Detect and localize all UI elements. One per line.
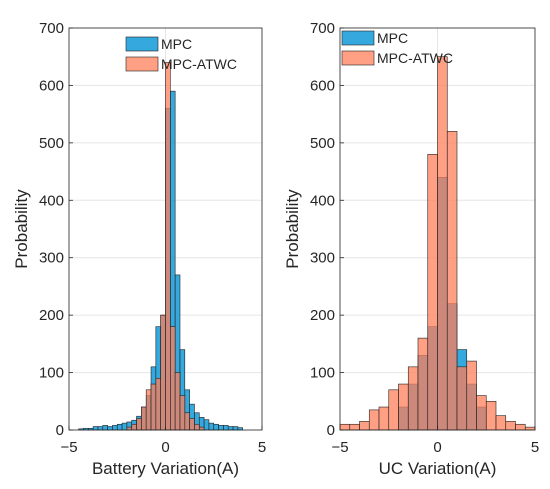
y-tick-label: 200 — [310, 307, 335, 324]
y-tick-label: 100 — [39, 365, 64, 382]
x-tick-label: −5 — [60, 439, 77, 456]
histogram-bar — [476, 395, 487, 431]
histogram-bar — [485, 400, 497, 431]
histogram-bar — [208, 422, 215, 431]
y-tick-label: 600 — [310, 77, 335, 94]
histogram-bar — [121, 422, 128, 431]
x-tick-label: 0 — [161, 439, 169, 456]
histogram-bar — [112, 425, 118, 431]
histogram-bar — [359, 421, 370, 431]
legend: MPC MPC-ATWC — [125, 36, 237, 72]
y-tick-label: 200 — [39, 307, 64, 324]
y-axis-label: Probability — [283, 189, 302, 269]
histogram-bar — [495, 415, 507, 431]
histogram-bar — [102, 425, 108, 431]
histogram-bar — [170, 326, 176, 431]
legend-swatch — [341, 50, 375, 66]
histogram-bar — [218, 425, 224, 431]
histogram-bar — [194, 423, 200, 431]
y-tick-label: 100 — [310, 365, 335, 382]
histogram-bar — [213, 423, 219, 431]
histogram-bar — [437, 56, 448, 431]
histogram-bar — [398, 383, 409, 431]
y-tick-label: 0 — [56, 422, 64, 439]
histogram-bar — [150, 383, 157, 431]
histogram-bar — [388, 389, 399, 431]
histogram-bar — [160, 314, 166, 431]
legend-swatch — [125, 56, 159, 72]
histogram-bar — [223, 425, 229, 431]
x-tick-label: −5 — [331, 439, 348, 456]
histogram-bar — [141, 406, 147, 431]
legend: MPC MPC-ATWC — [341, 30, 453, 66]
y-tick-label: 400 — [39, 192, 64, 209]
y-tick-label: 700 — [310, 20, 335, 37]
legend-swatch — [125, 36, 159, 52]
x-tick-label: 0 — [433, 439, 441, 456]
histogram-bar — [174, 372, 181, 431]
legend-label: MPC-ATWC — [161, 56, 237, 72]
histogram-bar — [131, 423, 137, 431]
y-tick-label: 600 — [39, 77, 64, 94]
y-tick-label: 700 — [39, 20, 64, 37]
histogram-bar — [203, 419, 210, 431]
y-tick-label: 500 — [310, 135, 335, 152]
x-axis-label: UC Variation(A) — [379, 459, 497, 478]
legend-swatch — [341, 30, 375, 46]
histogram-bar — [407, 366, 419, 431]
histogram-bar — [349, 423, 360, 431]
histogram-bar — [505, 421, 516, 431]
histogram-bar — [189, 418, 195, 431]
histogram-bar — [466, 360, 477, 431]
histogram-bar — [339, 423, 351, 431]
histogram-bar — [227, 426, 234, 431]
x-axis-label: Battery Variation(A) — [92, 459, 239, 478]
histogram-bar — [136, 418, 142, 431]
histogram-bar — [184, 412, 190, 431]
histogram-bar — [524, 426, 536, 431]
histogram-bar — [368, 409, 380, 431]
x-tick-label: 5 — [258, 439, 266, 456]
y-axis-label: Probability — [12, 189, 31, 269]
legend-label: MPC — [161, 36, 192, 52]
histogram-bar — [232, 426, 239, 431]
histogram-bar — [446, 131, 458, 431]
y-tick-label: 500 — [39, 135, 64, 152]
histogram-bar — [427, 154, 438, 431]
histogram-bar — [107, 426, 113, 431]
histogram-bar — [165, 62, 171, 431]
legend-label: MPC-ATWC — [377, 50, 453, 66]
histogram-bar — [116, 423, 123, 431]
y-tick-label: 300 — [310, 250, 335, 267]
histogram-bar — [155, 378, 161, 431]
histogram-bar — [179, 395, 186, 431]
histogram-bar — [417, 337, 429, 431]
histogram-bar — [145, 389, 152, 431]
histogram-bar — [92, 426, 99, 431]
histogram-bar — [515, 423, 526, 431]
series-mpc-atwc — [126, 62, 205, 431]
histogram-bar — [378, 406, 390, 431]
histogram-bar — [456, 366, 468, 431]
legend-label: MPC — [377, 30, 408, 46]
y-tick-label: 300 — [39, 250, 64, 267]
y-tick-label: 400 — [310, 192, 335, 209]
x-tick-label: 5 — [531, 439, 539, 456]
histogram-bar — [97, 426, 104, 431]
y-tick-label: 0 — [327, 422, 335, 439]
histogram-bar — [198, 426, 205, 431]
histogram-bar — [126, 426, 133, 431]
